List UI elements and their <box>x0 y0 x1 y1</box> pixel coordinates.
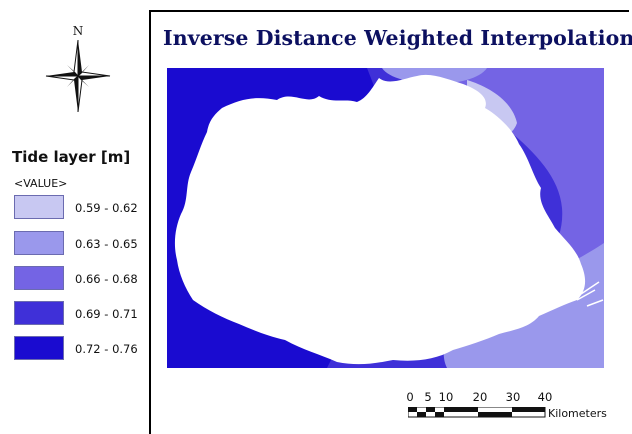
scale-tick-label: 30 <box>505 390 521 404</box>
legend-field-label: <VALUE> <box>14 177 68 190</box>
scale-tick-label: 40 <box>537 390 553 404</box>
map-title: Inverse Distance Weighted Interpolation <box>163 26 632 50</box>
north-label: N <box>73 24 84 38</box>
legend-item: 0.66 - 0.68 <box>14 266 154 290</box>
legend-label: 0.72 - 0.76 <box>75 342 138 356</box>
legend-label: 0.63 - 0.65 <box>75 237 138 251</box>
legend-item: 0.72 - 0.76 <box>14 336 154 360</box>
north-arrow: N <box>44 22 112 114</box>
scale-tick-label: 20 <box>472 390 488 404</box>
scale-tick-label: 10 <box>438 390 454 404</box>
scale-tick-label: 5 <box>424 390 432 404</box>
legend-swatch <box>14 195 64 219</box>
coastline-inlet <box>576 281 604 307</box>
legend-swatch <box>14 231 64 255</box>
scale-units: Kilometers <box>548 407 607 420</box>
map-canvas <box>167 68 604 372</box>
north-arrow-icon: N <box>45 24 111 113</box>
legend-swatch <box>14 336 64 360</box>
legend-label: 0.66 - 0.68 <box>75 272 138 286</box>
legend-title: Tide layer [m] <box>12 148 131 166</box>
legend-label: 0.59 - 0.62 <box>75 201 138 215</box>
legend-item: 0.69 - 0.71 <box>14 301 154 325</box>
map-frame <box>149 10 629 434</box>
land-mass <box>174 74 586 365</box>
interpolation-map <box>167 68 604 368</box>
legend-swatch <box>14 266 64 290</box>
legend-item: 0.59 - 0.62 <box>14 195 154 219</box>
scale-bar-graphic <box>408 407 546 418</box>
legend-item: 0.63 - 0.65 <box>14 231 154 255</box>
legend-label: 0.69 - 0.71 <box>75 307 138 321</box>
legend-swatch <box>14 301 64 325</box>
scale-tick-label: 0 <box>406 390 414 404</box>
